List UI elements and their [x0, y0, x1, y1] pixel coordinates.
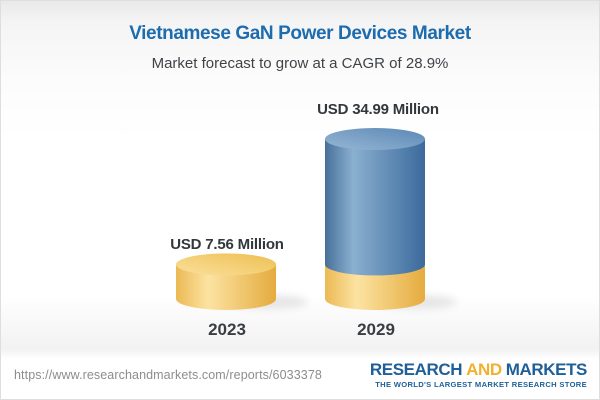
value-label-2029: USD 34.99 Million: [317, 101, 439, 118]
bar-top-face: [325, 128, 425, 150]
logo-word-and: AND: [466, 360, 502, 380]
logo-word-markets: MARKETS: [505, 360, 588, 380]
chart-subtitle: Market forecast to grow at a CAGR of 28.…: [151, 55, 449, 72]
category-label-2023: 2023: [208, 320, 246, 339]
cylinder-bar-2029: [325, 128, 457, 310]
value-label-2023: USD 7.56 Million: [170, 236, 284, 253]
category-label-2029: 2029: [357, 320, 395, 339]
chart-area: Vietnamese GaN Power Devices Market Mark…: [1, 1, 599, 349]
chart-title: Vietnamese GaN Power Devices Market: [129, 23, 471, 44]
bar-segment-blue: [325, 139, 425, 276]
bar-segment-yellow: [176, 264, 276, 310]
bars-group: [176, 128, 457, 310]
cylinder-bar-chart: USD 7.56 Million USD 34.99 Million 2023 …: [170, 101, 457, 339]
bar-top-face: [176, 253, 276, 276]
report-url-link[interactable]: https://www.researchandmarkets.com/repor…: [14, 368, 322, 382]
footer: https://www.researchandmarkets.com/repor…: [1, 349, 599, 399]
logo-tagline: THE WORLD'S LARGEST MARKET RESEARCH STOR…: [375, 380, 587, 390]
research-and-markets-logo[interactable]: RESEARCH AND MARKETS THE WORLD'S LARGEST M…: [369, 360, 588, 390]
bar-segment-yellow: [325, 264, 425, 310]
logo-wordmark: RESEARCH AND MARKETS: [369, 360, 588, 380]
logo-word-research: RESEARCH: [369, 360, 463, 380]
cylinder-bar-2023: [176, 253, 308, 310]
